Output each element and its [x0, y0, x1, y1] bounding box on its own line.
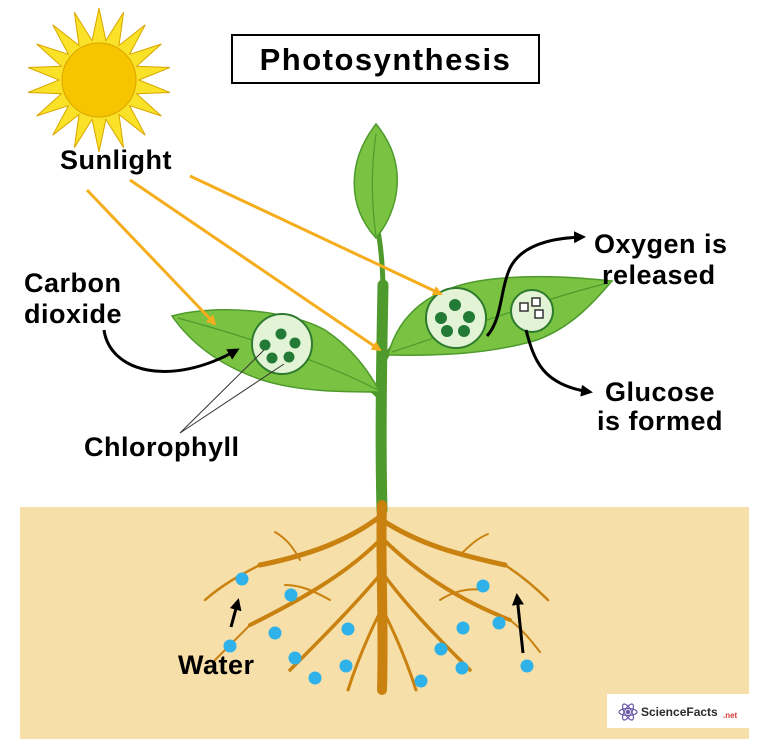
sunlight-label: Sunlight: [60, 145, 172, 175]
water-drop: [434, 642, 448, 656]
water-drop: [520, 659, 534, 673]
chlorophyll-label: Chlorophyll: [84, 432, 240, 462]
chloroplast-left: [251, 313, 313, 375]
water-drop: [308, 671, 322, 685]
process-arrows: [102, 231, 593, 654]
atom-logo-icon: [618, 703, 638, 721]
water-drops: [223, 572, 534, 688]
water-drop: [339, 659, 353, 673]
water-drop: [268, 626, 282, 640]
water-drop: [341, 622, 355, 636]
chlorophyll-pointers: [179, 349, 285, 434]
sciencefacts-watermark: ScienceFacts .net: [607, 694, 749, 728]
water-drop: [223, 639, 237, 653]
oxygen-label-line1: Oxygen is: [594, 229, 728, 259]
water-drop: [456, 621, 470, 635]
water-label: Water: [178, 650, 255, 680]
carbon-dioxide-label-line1: Carbon: [24, 268, 122, 298]
title: Photosynthesis: [260, 42, 512, 77]
water-drop: [235, 572, 249, 586]
carbon-dioxide-label-line2: dioxide: [24, 299, 122, 329]
watermark-brand: ScienceFacts: [641, 705, 718, 719]
plant-roots: [203, 500, 550, 695]
title-box: [231, 34, 540, 84]
water-drop: [414, 674, 428, 688]
glucose-cell: [510, 289, 554, 333]
water-drop: [284, 588, 298, 602]
water-drop: [288, 651, 302, 665]
glucose-label-line1: Glucose: [605, 377, 715, 407]
top-leaf: [353, 122, 398, 240]
sunlight-arrows: [85, 174, 443, 352]
water-drop: [492, 616, 506, 630]
sun-icon: [27, 7, 171, 153]
glucose-label-line2: is formed: [597, 406, 723, 436]
watermark-suffix: .net: [723, 711, 738, 720]
water-drop: [476, 579, 490, 593]
chloroplast-right: [425, 287, 487, 349]
right-leaf: [387, 275, 614, 356]
oxygen-label-line2: released: [602, 260, 716, 290]
water-drop: [455, 661, 469, 675]
